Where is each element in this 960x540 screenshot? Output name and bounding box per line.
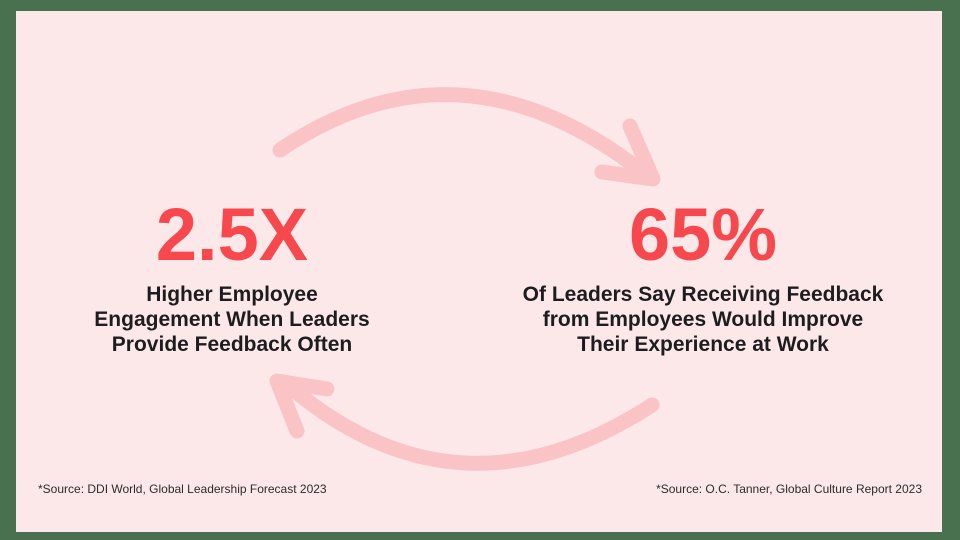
source-citation-left: *Source: DDI World, Global Leadership Fo… <box>38 482 327 496</box>
stat-left: 2.5X Higher Employee Engagement When Lea… <box>32 198 432 357</box>
stat-left-description-line: Provide Feedback Often <box>111 333 353 356</box>
stat-right-value: 65% <box>628 193 778 276</box>
stat-right-description-line: Of Leaders Say Receiving Feedback <box>522 283 884 306</box>
stat-right-description: Of Leaders Say Receiving Feedback from E… <box>503 282 903 357</box>
stat-left-description-line: Higher Employee <box>146 283 318 306</box>
source-citation-right: *Source: O.C. Tanner, Global Culture Rep… <box>656 482 922 496</box>
stat-left-description: Higher Employee Engagement When Leaders … <box>32 282 432 357</box>
stat-left-value: 2.5X <box>155 193 309 276</box>
stat-right-description-line: Their Experience at Work <box>577 333 829 356</box>
stat-right: 65% Of Leaders Say Receiving Feedback fr… <box>503 198 903 357</box>
stat-right-description-line: from Employees Would Improve <box>542 308 864 331</box>
stat-left-description-line: Engagement When Leaders <box>94 308 370 331</box>
